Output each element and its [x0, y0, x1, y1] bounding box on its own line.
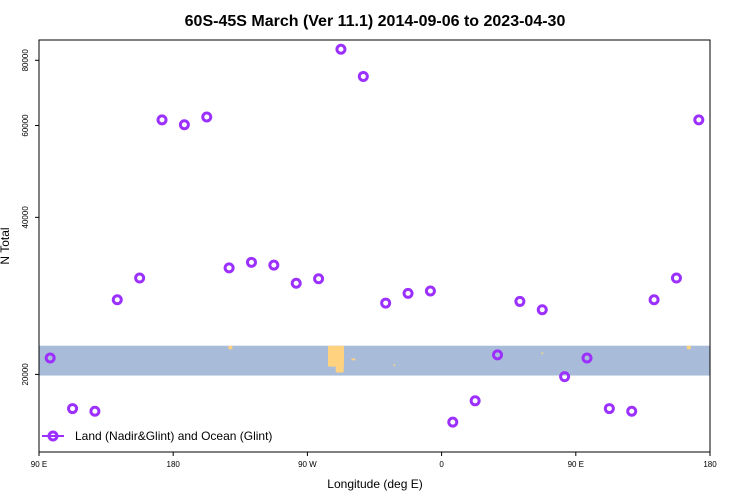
data-point — [156, 114, 168, 126]
data-point — [559, 371, 571, 383]
data-point — [89, 405, 101, 417]
x-tick-label: 90 W — [298, 460, 317, 469]
data-point — [223, 262, 235, 274]
data-point — [424, 285, 436, 297]
land-patch — [327, 345, 344, 367]
data-point — [514, 295, 526, 307]
land-patch — [351, 358, 356, 361]
land-patch — [686, 345, 691, 350]
legend-marker — [47, 430, 59, 442]
y-tick-label: 40000 — [21, 206, 30, 229]
x-axis-label: Longitude (deg E) — [327, 477, 422, 491]
data-point — [492, 349, 504, 361]
data-point — [581, 352, 593, 364]
x-tick-label: 180 — [703, 460, 717, 469]
data-point — [245, 256, 257, 268]
data-point — [44, 352, 56, 364]
data-point — [626, 405, 638, 417]
legend: Land (Nadir&Glint) and Ocean (Glint) — [42, 429, 272, 443]
land-patch — [393, 364, 396, 366]
data-point — [693, 114, 705, 126]
data-point — [402, 287, 414, 299]
land-patch — [335, 362, 344, 373]
plot-frame — [38, 39, 711, 453]
data-point — [268, 259, 280, 271]
data-point — [313, 273, 325, 285]
land-band — [39, 345, 710, 376]
land-patch — [541, 352, 544, 355]
data-point — [67, 403, 79, 415]
data-points — [44, 43, 705, 428]
data-point — [134, 272, 146, 284]
legend-label: Land (Nadir&Glint) and Ocean (Glint) — [75, 429, 272, 443]
land-patch — [228, 345, 233, 350]
plot-area: 90 E 180 90 W 0 90 E 180 20000 40000 60000 80000… — [21, 39, 717, 469]
x-axis: 90 E 180 90 W 0 90 E 180 — [31, 452, 717, 469]
data-point — [290, 277, 302, 289]
land-patches — [228, 345, 691, 373]
data-point — [670, 272, 682, 284]
y-tick-label: 80000 — [21, 49, 30, 72]
data-point — [380, 297, 392, 309]
data-point — [335, 43, 347, 55]
y-axis-label: N Total — [0, 227, 12, 264]
data-point — [447, 416, 459, 428]
data-point — [648, 294, 660, 306]
x-tick-label: 90 E — [31, 460, 47, 469]
data-point — [603, 403, 615, 415]
data-point — [469, 395, 481, 407]
chart-title: 60S-45S March (Ver 11.1) 2014-09-06 to 2… — [185, 13, 566, 30]
y-tick-label: 60000 — [21, 114, 30, 137]
data-point — [201, 111, 213, 123]
data-point — [111, 294, 123, 306]
x-tick-label: 180 — [167, 460, 181, 469]
y-axis: 20000 40000 60000 80000 — [21, 49, 39, 386]
data-point — [536, 304, 548, 316]
y-tick-label: 20000 — [21, 363, 30, 386]
x-tick-label: 90 E — [568, 460, 584, 469]
x-tick-label: 0 — [439, 460, 444, 469]
data-point — [357, 70, 369, 82]
data-point — [178, 119, 190, 131]
